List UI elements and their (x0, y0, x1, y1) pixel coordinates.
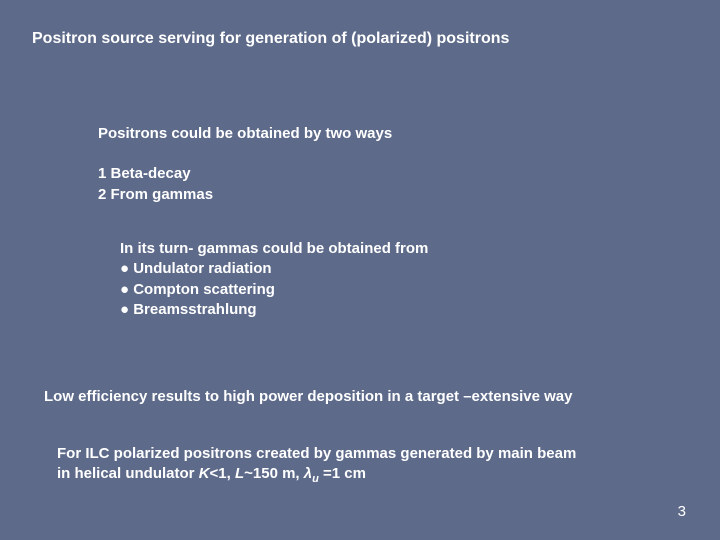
page-number: 3 (678, 503, 686, 520)
slide-title: Positron source serving for generation o… (32, 30, 509, 48)
method-1: 1 Beta-decay (98, 164, 392, 184)
gamma-sources-block: In its turn- gammas could be obtained fr… (120, 239, 428, 320)
gamma-bullet-3: ● Breamsstrahlung (120, 300, 428, 320)
method-2: 2 From gammas (98, 185, 392, 205)
positron-methods-block: Positrons could be obtained by two ways … (98, 124, 392, 205)
ilc-note: For ILC polarized positrons created by g… (57, 444, 576, 487)
gamma-bullet-1: ● Undulator radiation (120, 259, 428, 279)
ilc-line-1: For ILC polarized positrons created by g… (57, 444, 576, 464)
methods-intro: Positrons could be obtained by two ways (98, 124, 392, 144)
gamma-bullet-2: ● Compton scattering (120, 280, 428, 300)
ilc-line-2: in helical undulator K<1, L~150 m, λu =1… (57, 464, 576, 487)
efficiency-note: Low efficiency results to high power dep… (44, 388, 572, 405)
gamma-intro: In its turn- gammas could be obtained fr… (120, 239, 428, 259)
